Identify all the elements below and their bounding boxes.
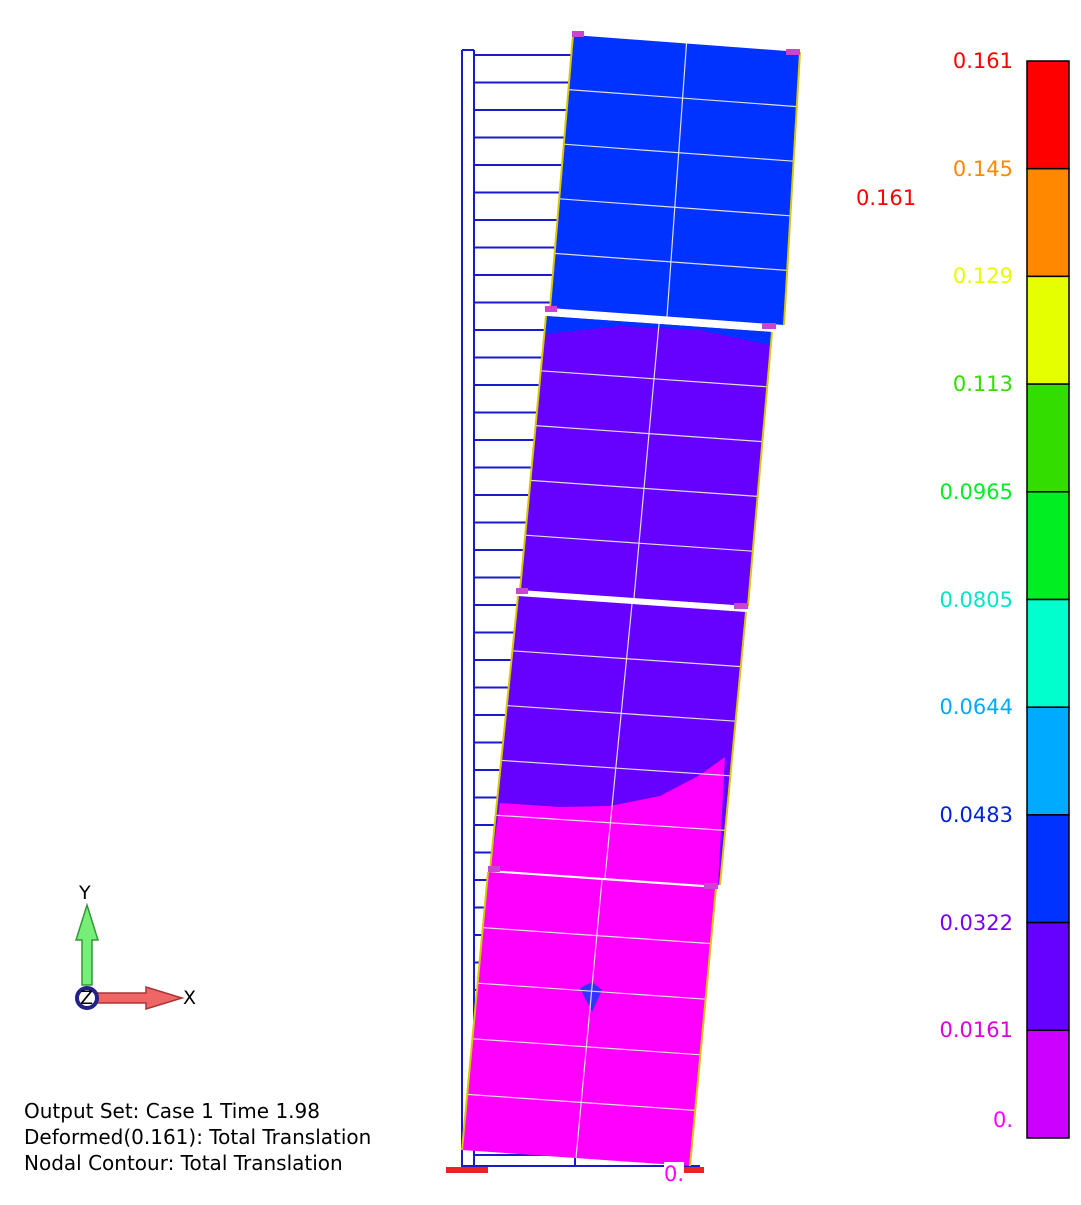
panel-top	[550, 35, 800, 325]
legend-label-10: 0.	[992, 1108, 1013, 1132]
legend-swatch-6	[1026, 706, 1070, 816]
legend-label-4: 0.0965	[939, 479, 1013, 504]
z-axis-marker-icon	[75, 986, 99, 1010]
legend-label-1: 0.145	[952, 156, 1013, 181]
legend-label-6: 0.0644	[939, 695, 1013, 720]
legend-swatch-2	[1026, 275, 1070, 385]
contour-text: Nodal Contour: Total Translation	[24, 1151, 343, 1175]
legend-swatch-4	[1026, 491, 1070, 601]
legend-swatch-0	[1026, 60, 1070, 170]
output-set-text: Output Set: Case 1 Time 1.98	[24, 1099, 320, 1123]
y-axis-arrow-icon	[74, 902, 100, 986]
legend-label-8: 0.0322	[939, 910, 1013, 935]
legend-swatch-5	[1026, 598, 1070, 708]
y-axis-label: Y	[79, 882, 91, 904]
z-axis-label: Z	[80, 987, 94, 1009]
legend-swatch-3	[1026, 383, 1070, 493]
legend-label-9: 0.0161	[939, 1018, 1013, 1043]
legend-label-0: 0.161	[952, 49, 1013, 73]
legend-color-bar	[1026, 60, 1070, 1139]
legend-swatch-8	[1026, 921, 1070, 1032]
legend-label-2: 0.129	[952, 264, 1013, 289]
x-axis-arrow-icon	[95, 985, 185, 1011]
legend-swatch-1	[1026, 167, 1070, 278]
legend-label-3: 0.113	[952, 372, 1013, 397]
legend-swatch-7	[1026, 814, 1070, 924]
legend-swatch-9	[1026, 1029, 1070, 1139]
x-axis-label: X	[183, 987, 197, 1009]
panel-edges	[461, 34, 801, 1167]
deformed-text: Deformed(0.161): Total Translation	[24, 1125, 372, 1149]
panel-second-blue-band	[545, 316, 772, 345]
panel-third-magenta	[490, 757, 725, 886]
max-value-annotation: 0.161	[856, 186, 917, 210]
min-value-annotation: 0.	[664, 1162, 685, 1186]
corner-markers	[488, 31, 800, 889]
legend-label-7: 0.0483	[939, 802, 1013, 827]
mesh-lines	[467, 43, 797, 1159]
coordinate-triad	[74, 902, 185, 1011]
legend-label-5: 0.0805	[939, 587, 1013, 612]
